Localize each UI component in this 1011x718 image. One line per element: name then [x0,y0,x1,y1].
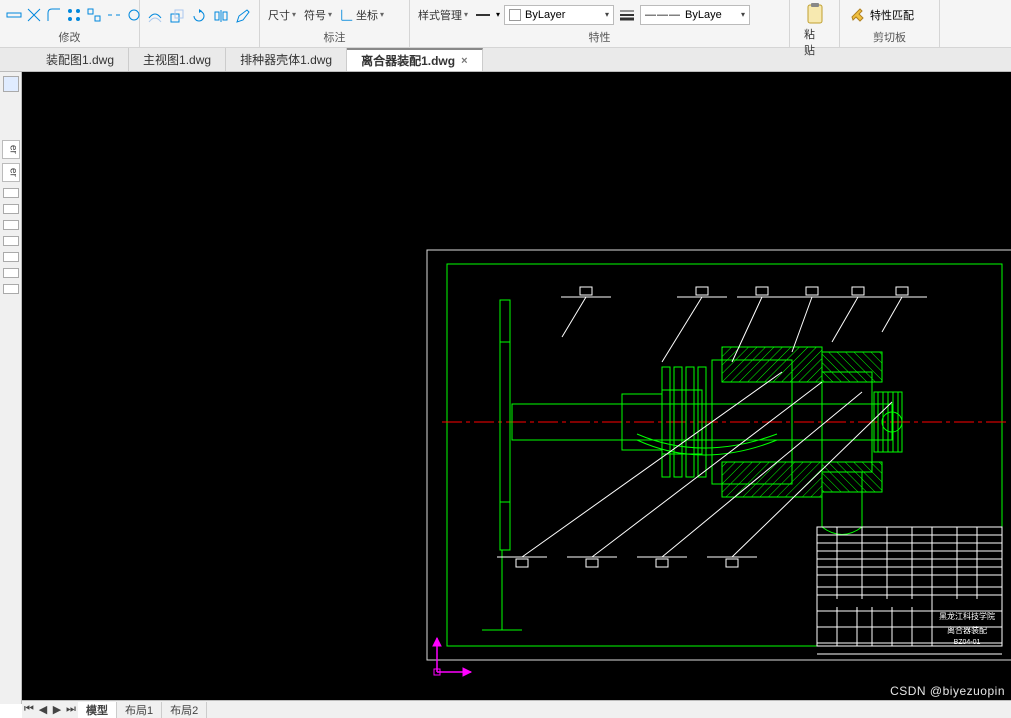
ribbon-group-modify: 修改 [0,0,140,47]
dock-tab-2[interactable]: er [2,163,20,182]
explode-icon[interactable] [86,6,102,24]
trim-icon[interactable] [26,6,42,24]
dock-mini[interactable] [3,284,19,294]
sym-dropdown[interactable]: 符号▾ [302,7,334,23]
nav-button[interactable]: ⏭ [64,703,78,716]
annotate-icons: 尺寸▾ 符号▾ 坐标▾ [266,2,403,27]
drawing-svg: 黑龙江科技学院离合器装配 BZ04-01 [22,72,1011,704]
document-tabs: 装配图1.dwg 主视图1.dwg 排种器壳体1.dwg 离合器装配1.dwg × [0,48,1011,72]
caret-icon: ▾ [464,10,468,19]
color-swatch-icon [509,9,521,21]
modify2-icons [146,2,253,30]
dock-mini[interactable] [3,268,19,278]
mirror-icon[interactable] [212,7,230,25]
cursor-tool-icon[interactable] [3,76,19,92]
model-tab[interactable]: 布局1 [117,702,162,718]
modify-icons [6,2,133,27]
offset-icon[interactable] [146,7,164,25]
ribbon: 修改 尺寸▾ 符号▾ 坐标▾ 标注 样式管理▾ ▾ ByLayer ▾ [0,0,1011,48]
dock-mini[interactable] [3,236,19,246]
doc-tab[interactable]: 主视图1.dwg [129,48,226,71]
ribbon-group-annotate: 尺寸▾ 符号▾ 坐标▾ 标注 [260,0,410,47]
doc-tab[interactable]: 装配图1.dwg [32,48,129,71]
ribbon-group-clip: 特性匹配 剪切板 [840,0,940,47]
ribbon-group-modify2 [140,0,260,47]
coord-icon [340,8,354,22]
lineweight-icon[interactable] [618,6,636,24]
left-dock: er er [0,72,22,704]
doc-tab-label: 装配图1.dwg [46,51,114,68]
caret-icon: ▾ [380,10,384,19]
linetype-bylayer-select[interactable]: ——— ByLaye ▾ [640,5,750,25]
linetype-icon[interactable] [474,6,492,24]
brush-icon [850,7,866,23]
edit-icon[interactable] [234,7,252,25]
coord-dropdown[interactable]: 坐标▾ [338,7,386,23]
stretch-icon[interactable] [6,6,22,24]
dim-dropdown[interactable]: 尺寸▾ [266,7,298,23]
dock-mini[interactable] [3,252,19,262]
svg-text:离合器装配: 离合器装配 [947,625,987,635]
rotate-icon[interactable] [190,7,208,25]
nav-button[interactable]: ◀ [36,703,50,716]
scale-icon[interactable] [168,7,186,25]
style-mgr-button[interactable]: 样式管理▾ [416,7,470,23]
annotate-label: 标注 [266,27,403,47]
caret-icon: ▾ [328,10,332,19]
svg-text:黑龙江科技学院: 黑龙江科技学院 [939,611,995,621]
model-tabs: ⏮◀▶⏭模型布局1布局2 [22,700,1011,718]
ribbon-group-paste: 粘贴 [790,0,840,47]
svg-text:BZ04-01: BZ04-01 [954,639,981,646]
ribbon-group-props: 样式管理▾ ▾ ByLayer ▾ ——— ByLaye ▾ 特性 [410,0,790,47]
caret-icon: ▾ [496,10,500,19]
caret-icon: ▾ [741,10,745,19]
model-tab[interactable]: 模型 [78,702,117,718]
doc-tab-label: 离合器装配1.dwg [361,52,455,69]
nav-button[interactable]: ⏮ [22,703,36,716]
modify-label: 修改 [6,27,133,47]
break-icon[interactable] [106,6,122,24]
props-label: 特性 [416,27,783,47]
model-tab[interactable]: 布局2 [162,702,207,718]
dock-mini[interactable] [3,188,19,198]
caret-icon: ▾ [292,10,296,19]
color-bylayer-select[interactable]: ByLayer ▾ [504,5,614,25]
doc-tab-label: 主视图1.dwg [143,51,211,68]
nav-button[interactable]: ▶ [50,703,64,716]
fillet-icon[interactable] [46,6,62,24]
array-icon[interactable] [66,6,82,24]
props-icons: 样式管理▾ ▾ ByLayer ▾ ——— ByLaye ▾ [416,2,783,27]
prop-match-button[interactable]: 特性匹配 [846,5,918,25]
drawing-canvas[interactable]: 黑龙江科技学院离合器装配BZ04-01 CSDN @biyezuopin [22,72,1011,704]
dock-mini[interactable] [3,204,19,214]
caret-icon: ▾ [605,10,609,19]
dock-tab-1[interactable]: er [2,140,20,159]
clipboard-icon [803,2,827,26]
paste-button[interactable]: 粘贴 [796,2,833,58]
modify2-label [146,30,253,46]
dock-mini[interactable] [3,220,19,230]
clip-label: 剪切板 [846,27,933,47]
doc-tab-label: 排种器壳体1.dwg [240,51,332,68]
doc-tab[interactable]: 排种器壳体1.dwg [226,48,347,71]
close-icon[interactable]: × [461,55,467,67]
doc-tab[interactable]: 离合器装配1.dwg × [347,48,482,71]
main-area: er er 黑龙江科技学院离合器装配BZ04-01 CSDN @biyezuop… [0,72,1011,704]
